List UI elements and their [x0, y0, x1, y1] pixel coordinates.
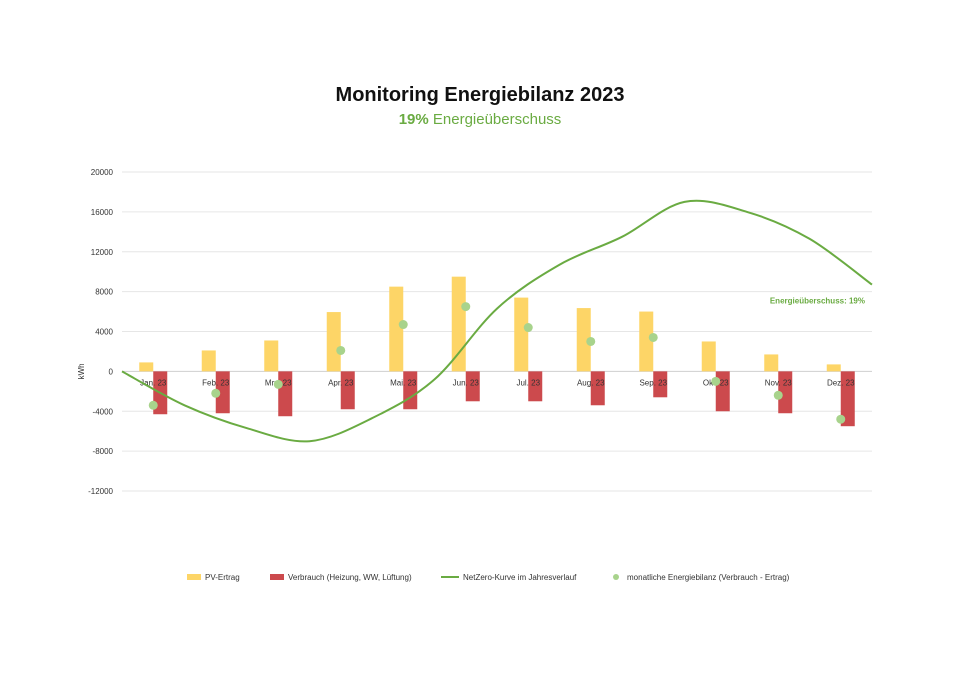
pv-bar: [764, 354, 779, 372]
pv-bar: [326, 312, 341, 372]
balance-point: [148, 400, 158, 410]
surplus-annotation: Energieüberschuss: 19%: [770, 297, 865, 306]
y-tick-label: -12000: [88, 487, 113, 496]
x-tick-label: Jul. 23: [516, 378, 540, 387]
y-axis: 20000 16000 12000 8000 4000 0 -4000 -8000 -12000: [88, 168, 113, 496]
legend-label-consumption: Verbrauch (Heizung, WW, Lüftung): [288, 573, 412, 582]
balance-point: [836, 414, 846, 424]
consumption-bar: [465, 371, 480, 402]
x-tick-label: Aug. 23: [577, 378, 605, 387]
consumption-bar: [715, 371, 730, 412]
balance-point: [211, 388, 221, 398]
x-axis-labels: Jan. 23 Feb. 23 Mrz. 23 Apr. 23 Mai. 23 Jun. …: [140, 378, 855, 387]
consumption-bar: [778, 371, 793, 414]
pv-bar: [389, 286, 404, 372]
consumption-bar: [590, 371, 605, 406]
balance-point: [711, 376, 721, 386]
x-tick-label: Feb. 23: [202, 378, 230, 387]
legend-swatch-consumption: [270, 574, 284, 580]
gridlines: [122, 171, 872, 492]
consumption-bar: [840, 371, 855, 427]
consumption-bar: [215, 371, 230, 414]
surplus-percent: 19%: [398, 111, 429, 128]
legend-swatch-balance: [613, 574, 619, 580]
balance-point: [523, 323, 533, 333]
surplus-label: Energieüberschuss: [428, 111, 562, 128]
consumption-bar: [340, 371, 355, 410]
balance-point: [336, 345, 346, 355]
balance-point: [273, 379, 283, 389]
balance-point: [586, 336, 596, 346]
pv-bar: [701, 341, 716, 372]
y-tick-label: 4000: [95, 328, 113, 337]
consumption-bars: [153, 371, 855, 427]
pv-bar: [451, 276, 466, 372]
x-tick-label: Nov. 23: [765, 378, 793, 387]
legend-swatch-pv: [187, 574, 201, 580]
x-tick-label: Sep. 23: [639, 378, 667, 387]
pv-bar: [139, 362, 154, 372]
y-tick-label: 8000: [95, 288, 113, 297]
balance-point: [773, 390, 783, 400]
chart-subtitle: 19% Energieüberschuss: [0, 111, 960, 128]
x-tick-label: Mai. 23: [390, 378, 417, 387]
consumption-bar: [403, 371, 418, 410]
balance-point: [398, 320, 408, 330]
balance-point: [461, 302, 471, 312]
x-tick-label: Apr. 23: [328, 378, 354, 387]
legend-label-netzero: NetZero-Kurve im Jahresverlauf: [463, 573, 577, 582]
pv-bar: [201, 350, 216, 372]
legend-label-pv: PV-Ertrag: [205, 573, 240, 582]
x-tick-label: Dez. 23: [827, 378, 855, 387]
pv-bars: [139, 276, 841, 372]
y-axis-label: kWh: [77, 363, 86, 379]
chart-title: Monitoring Energiebilanz 2023: [335, 84, 625, 106]
pv-bar: [514, 297, 529, 372]
y-tick-label: 12000: [91, 248, 114, 257]
consumption-bar: [653, 371, 668, 398]
consumption-bar: [528, 371, 543, 402]
x-tick-label: Jun. 23: [453, 378, 480, 387]
balance-point: [648, 332, 658, 342]
legend: PV-Ertrag Verbrauch (Heizung, WW, Lüftun…: [187, 573, 790, 582]
y-tick-label: 20000: [91, 168, 114, 177]
pv-bar: [826, 364, 841, 372]
y-tick-label: -4000: [93, 407, 114, 416]
y-tick-label: 16000: [91, 208, 114, 217]
pv-bar: [576, 308, 591, 372]
legend-label-balance: monatliche Energiebilanz (Verbrauch - Er…: [627, 573, 790, 582]
y-tick-label: 0: [109, 367, 114, 376]
monthly-balance-points: [148, 302, 846, 424]
x-tick-label: Jan. 23: [140, 378, 167, 387]
pv-bar: [639, 311, 654, 372]
y-tick-label: -8000: [93, 447, 114, 456]
netzero-curve: [121, 199, 873, 443]
pv-bar: [264, 340, 279, 372]
